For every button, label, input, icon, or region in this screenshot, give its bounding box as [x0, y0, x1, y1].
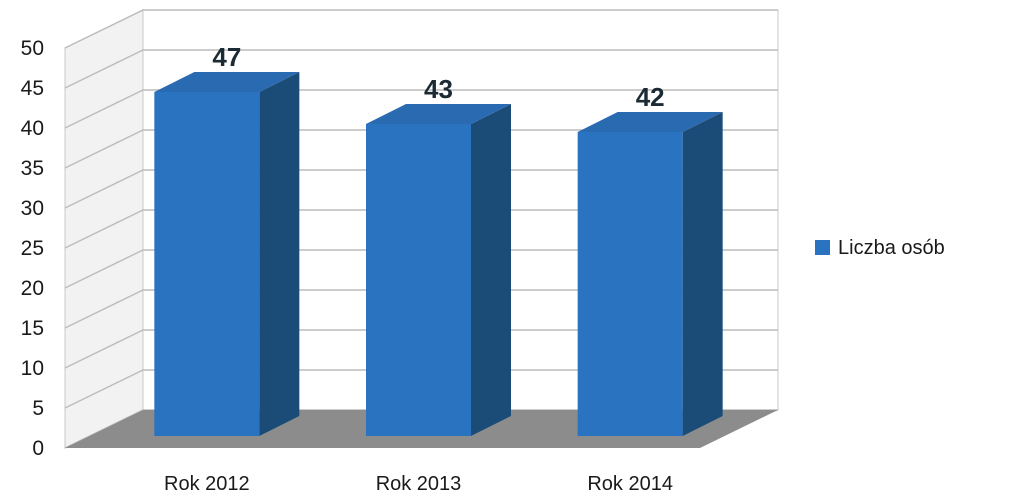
gridline [64, 329, 778, 369]
y-tick-label: 10 [21, 357, 44, 380]
data-label: 42 [636, 82, 665, 112]
y-axis-ticks: 0 5 10 15 20 25 30 35 40 45 50 [21, 37, 44, 460]
x-axis-labels: Rok 2012 Rok 2013 Rok 2014 [164, 473, 673, 495]
y-tick-label: 45 [21, 77, 44, 100]
y-tick-label: 0 [32, 437, 44, 460]
gridline [64, 289, 778, 329]
bar-side [682, 112, 723, 436]
bar: 47 [154, 42, 300, 436]
bar-side [471, 104, 511, 436]
y-tick-label: 40 [21, 117, 44, 140]
gridline [64, 249, 778, 289]
y-tick-label: 35 [21, 157, 44, 180]
bar-top [366, 104, 511, 124]
bar-front [154, 92, 260, 436]
gridline [64, 49, 778, 89]
x-tick-label: Rok 2012 [164, 473, 250, 495]
y-tick-label: 20 [21, 277, 44, 300]
bar: 42 [577, 82, 723, 436]
y-tick-label: 15 [21, 317, 44, 340]
y-tick-label: 50 [21, 37, 44, 60]
gridline [64, 129, 778, 169]
legend: Liczba osób [815, 237, 945, 259]
bar-front [366, 124, 471, 436]
bar-top [154, 72, 300, 92]
gridline [64, 169, 778, 209]
bar-side [259, 72, 300, 436]
data-label: 43 [424, 74, 453, 104]
bar-front [577, 132, 683, 436]
data-label: 47 [212, 42, 241, 72]
y-tick-label: 25 [21, 237, 44, 260]
x-tick-label: Rok 2013 [376, 473, 462, 495]
legend-label: Liczba osób [838, 237, 945, 259]
y-tick-label: 5 [32, 397, 44, 420]
x-tick-label: Rok 2014 [587, 473, 673, 495]
bar-top [577, 112, 723, 132]
gridline [64, 369, 778, 409]
bar: 43 [366, 74, 511, 436]
gridline [64, 89, 778, 129]
y-tick-label: 30 [21, 197, 44, 220]
gridline [64, 9, 778, 49]
legend-marker [815, 240, 830, 255]
bars: 47 43 42 [154, 42, 723, 436]
gridline [64, 209, 778, 249]
